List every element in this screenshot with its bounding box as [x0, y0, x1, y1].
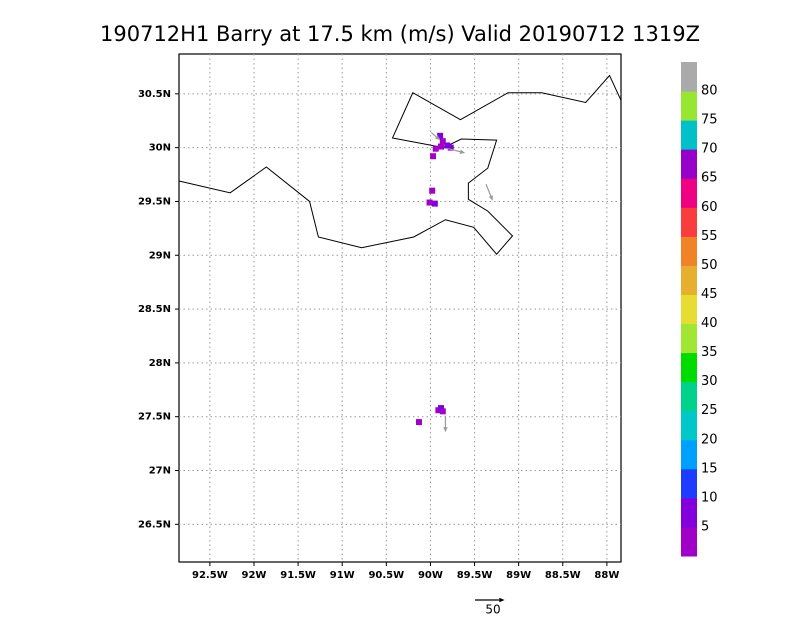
colorbar-box	[681, 352, 697, 383]
colorbar-box	[681, 323, 697, 354]
wind-cell	[426, 199, 433, 206]
colorbar-box	[681, 149, 697, 179]
colorbar-box	[681, 236, 697, 266]
colorbar-label: 80	[701, 84, 718, 99]
colorbar-label: 40	[701, 316, 718, 331]
wind-cell	[438, 143, 445, 150]
colorbar-label: 55	[701, 229, 718, 244]
wind-cell	[431, 200, 438, 207]
colorbar-box	[681, 265, 697, 295]
colorbar-box	[681, 468, 697, 499]
y-tick-label: 30.5N	[138, 89, 171, 100]
x-tick-label: 91W	[330, 570, 355, 581]
colorbar-label: 15	[701, 461, 718, 476]
wind-cell	[447, 144, 454, 151]
x-tick-label: 89.5W	[457, 570, 493, 581]
wind-cell	[429, 187, 436, 194]
y-tick-label: 28.5N	[138, 304, 171, 315]
x-tick-label: 90.5W	[368, 570, 404, 581]
colorbar-box	[681, 91, 697, 121]
x-tick-label: 92.5W	[192, 570, 228, 581]
y-tick-label: 26.5N	[138, 519, 171, 530]
chart-title: 190712H1 Barry at 17.5 km (m/s) Valid 20…	[100, 22, 700, 46]
y-tick-label: 28N	[149, 358, 171, 369]
x-tick-label: 92W	[242, 570, 267, 581]
wind-cell	[437, 132, 444, 139]
y-tick-label: 27.5N	[138, 412, 171, 423]
colorbar-label: 70	[701, 142, 718, 157]
colorbar-label: 35	[701, 345, 718, 360]
wind-cell	[430, 153, 437, 160]
y-tick-label: 30N	[149, 143, 171, 154]
x-tick-label: 91.5W	[280, 570, 316, 581]
colorbar-box	[681, 178, 697, 208]
colorbar-label: 10	[701, 490, 718, 505]
wind-cell	[415, 419, 422, 426]
colorbar-box	[681, 294, 697, 325]
wind-vector	[430, 132, 441, 141]
reference-vector	[475, 597, 505, 603]
colorbar-box	[681, 62, 697, 92]
wind-cell	[439, 138, 446, 145]
colorbar-box	[681, 381, 697, 412]
colorbar-box	[681, 120, 697, 150]
colorbar-label: 75	[701, 113, 718, 128]
colorbar-label: 5	[701, 519, 709, 534]
y-tick-label: 27N	[149, 466, 171, 477]
x-tick-label: 88W	[594, 570, 619, 581]
colorbar-label: 50	[701, 258, 718, 273]
colorbar-box	[681, 497, 697, 528]
wind-vector	[443, 415, 448, 433]
reference-label: 50	[485, 603, 500, 617]
colorbar-label: 45	[701, 287, 718, 302]
wind-cell	[444, 142, 451, 149]
colorbar-label: 25	[701, 403, 718, 418]
x-tick-label: 90W	[418, 570, 443, 581]
y-tick-label: 29.5N	[138, 196, 171, 207]
wind-vector	[447, 148, 466, 154]
colorbar-label: 65	[701, 171, 718, 186]
x-tick-label: 88.5W	[545, 570, 581, 581]
x-tick-label: 89W	[506, 570, 531, 581]
colorbar-box	[681, 207, 697, 237]
wind-cell	[438, 405, 445, 412]
colorbar-label: 60	[701, 200, 718, 215]
colorbar-label: 20	[701, 432, 718, 447]
coastline	[178, 74, 622, 255]
wind-cell	[439, 408, 446, 415]
colorbar-box	[681, 410, 697, 441]
plot-frame	[178, 53, 622, 563]
wind-cell	[432, 145, 439, 152]
colorbar-label: 30	[701, 374, 718, 389]
colorbar-box	[681, 526, 697, 557]
colorbar-box	[681, 439, 697, 470]
wind-vector	[485, 184, 493, 201]
y-tick-label: 29N	[149, 250, 171, 261]
